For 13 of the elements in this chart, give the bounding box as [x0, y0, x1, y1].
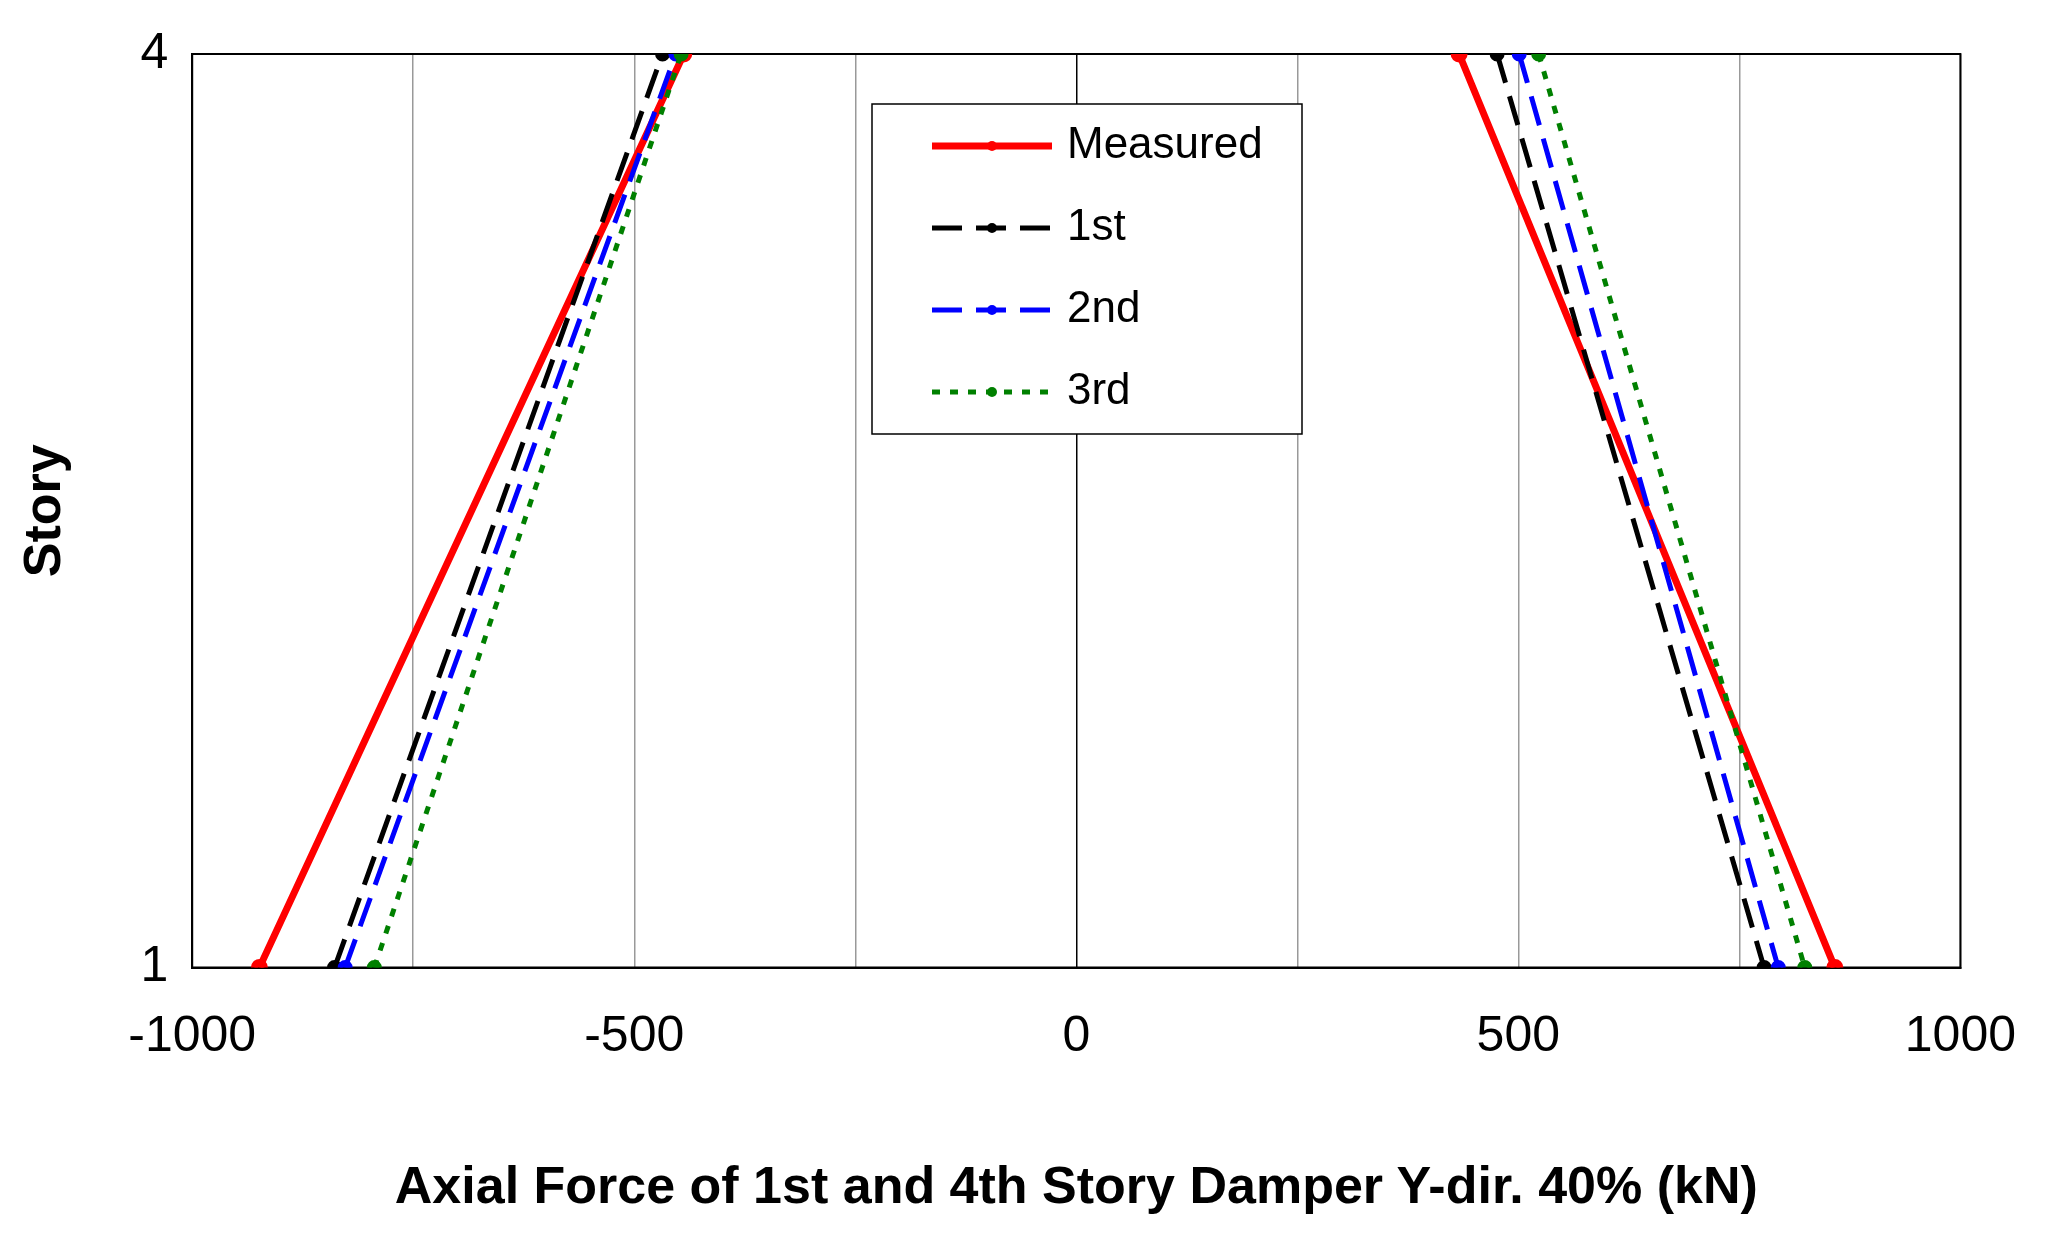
y-tick-label: 1	[140, 936, 169, 993]
x-axis-title: Axial Force of 1st and 4th Story Damper Y-dir. 40% (kN)	[394, 1156, 1758, 1215]
legend-label: 3rd	[1067, 364, 1131, 414]
x-tick-label: -1000	[128, 1006, 257, 1063]
legend-label: 2nd	[1067, 282, 1141, 332]
x-tick-label: 0	[1062, 1006, 1091, 1063]
x-tick-label: 500	[1476, 1006, 1561, 1063]
x-tick-label: 1000	[1904, 1006, 2016, 1063]
y-axis-title: Story	[12, 444, 71, 578]
legend-label: Measured	[1067, 118, 1263, 168]
y-tick-label: 4	[140, 22, 169, 79]
x-tick-label: -500	[584, 1006, 685, 1063]
legend-label: 1st	[1067, 200, 1126, 250]
